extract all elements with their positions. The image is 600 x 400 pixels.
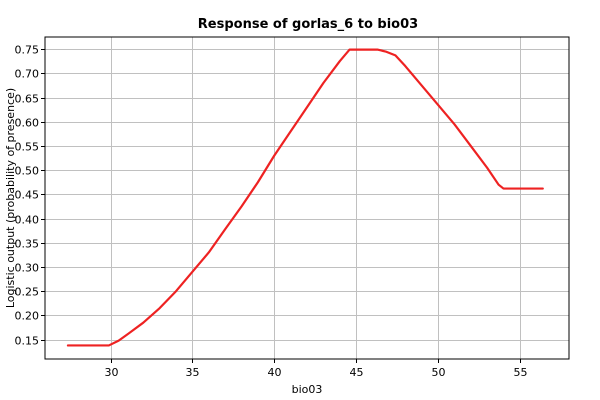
chart-title: Response of gorlas_6 to bio03 bbox=[198, 17, 418, 32]
x-axis-label: bio03 bbox=[292, 383, 323, 396]
series-layer bbox=[66, 48, 544, 347]
y-tick-label: 0.35 bbox=[15, 238, 40, 251]
response-line bbox=[66, 48, 544, 347]
y-tick-label: 0.45 bbox=[15, 189, 40, 202]
y-tick-label: 0.25 bbox=[15, 286, 40, 299]
y-tick-label: 0.20 bbox=[15, 310, 40, 323]
x-tick-label: 55 bbox=[514, 366, 528, 379]
y-tick-label: 0.70 bbox=[15, 68, 40, 81]
y-tick-label: 0.65 bbox=[15, 93, 40, 106]
plot-frame bbox=[44, 36, 570, 360]
axis-ticks: 30 35 40 45 50 55 0.15 0.20 0.25 0.30 0.35 0.40 0.45… bbox=[15, 44, 528, 380]
plot-area bbox=[44, 36, 570, 360]
y-tick-label: 0.50 bbox=[15, 165, 40, 178]
x-tick-label: 35 bbox=[186, 366, 200, 379]
grid-lines bbox=[45, 37, 569, 359]
x-tick-label: 30 bbox=[105, 366, 119, 379]
x-tick-label: 40 bbox=[268, 366, 282, 379]
x-tick-label: 50 bbox=[432, 366, 446, 379]
y-tick-label: 0.75 bbox=[15, 44, 40, 57]
y-axis-label: Logistic output (probability of presence… bbox=[4, 88, 17, 308]
y-tick-label: 0.40 bbox=[15, 214, 40, 227]
y-tick-label: 0.55 bbox=[15, 141, 40, 154]
y-tick-label: 0.60 bbox=[15, 117, 40, 130]
y-tick-label: 0.30 bbox=[15, 262, 40, 275]
x-tick-label: 45 bbox=[350, 366, 364, 379]
y-tick-label: 0.15 bbox=[15, 335, 40, 348]
